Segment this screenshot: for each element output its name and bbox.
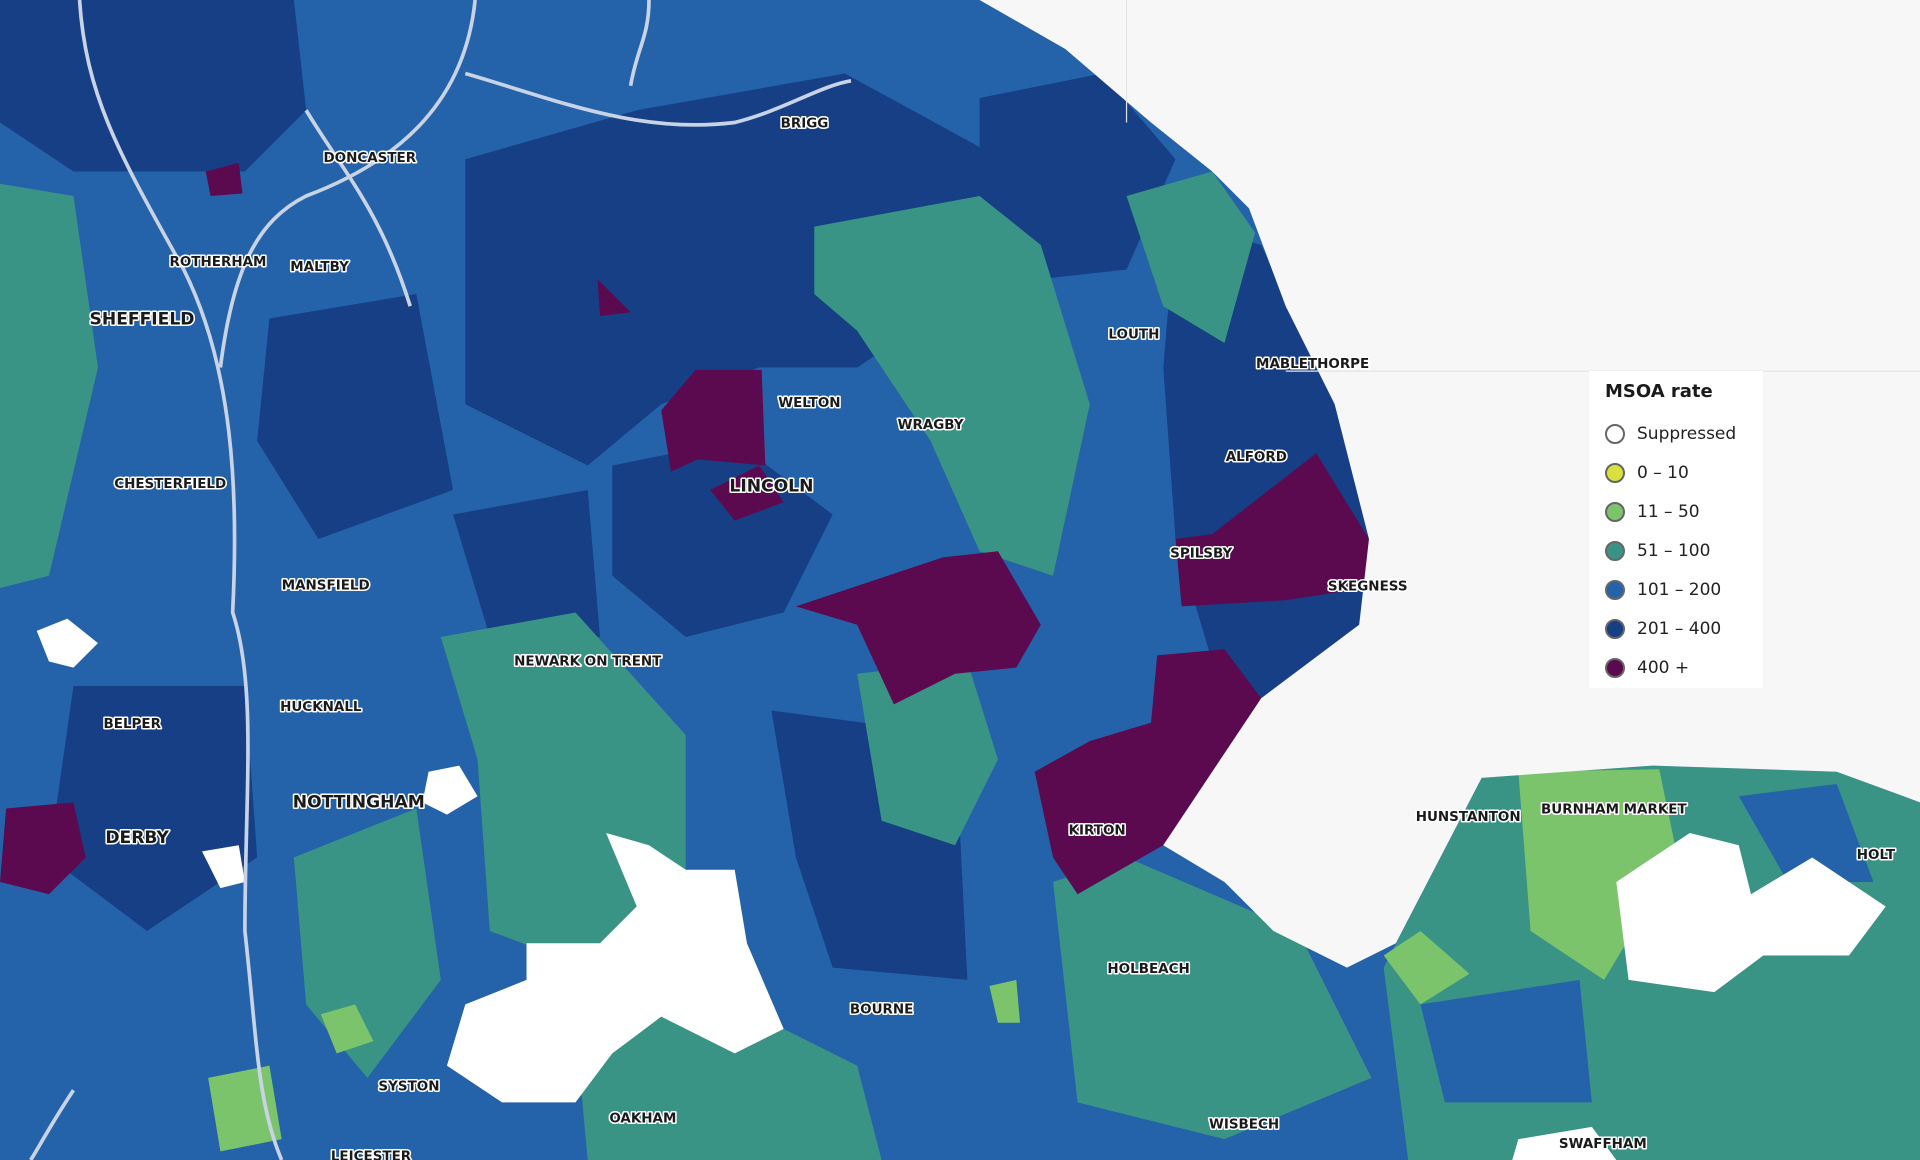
place-label: DONCASTER [323,150,416,166]
region [612,440,833,637]
place-label: MANSFIELD [282,578,370,594]
region [795,551,1041,705]
region [979,73,1176,282]
region [710,465,784,521]
region [208,1065,282,1152]
legend-swatch [1605,657,1625,678]
region [1738,783,1874,882]
place-label: SKEGNESS [1328,579,1408,595]
legend-swatch [1605,462,1625,483]
region [1420,979,1592,1103]
place-label: OAKHAM [609,1110,676,1126]
roads [29,0,852,1160]
place-label: SPILSBY [1170,546,1232,562]
place-label: NOTTINGHAM [293,792,425,812]
legend-title: MSOA rate [1605,381,1713,402]
region [465,73,1005,466]
place-label: HUNSTANTON [1416,809,1521,825]
place-label: HOLT [1857,847,1896,863]
place-label: BRIGG [781,116,829,132]
region [814,195,1090,576]
place-label: SYSTON [378,1079,439,1095]
region [257,293,454,539]
region [857,661,998,846]
region [1053,857,1372,1140]
region [320,1004,374,1054]
region [440,612,686,968]
place-label: HUCKNALL [280,699,362,715]
place-label: DERBY [105,828,169,848]
legend-swatch [1605,579,1625,600]
region [661,369,766,472]
legend: MSOA rate Suppressed 0 – 10 11 – 50 51 – 10… [1589,371,1763,688]
legend-label: 0 – 10 [1637,462,1689,483]
place-label: BOURNE [850,1001,913,1017]
place-label: BURNHAM MARKET [1541,802,1687,818]
legend-swatch [1605,618,1625,639]
region [0,0,307,172]
legend-label: Suppressed [1637,423,1737,444]
legend-item: 0 – 10 [1605,453,1763,492]
place-label: SWAFFHAM [1559,1136,1647,1152]
region [575,1004,882,1160]
legend-item: 51 – 100 [1605,531,1763,570]
legend-label: 11 – 50 [1637,501,1700,522]
place-label: CHESTERFIELD [114,476,226,492]
legend-label: 400 + [1637,657,1690,678]
legend-items: Suppressed 0 – 10 11 – 50 51 – 100 101 – 200… [1605,414,1763,687]
suppressed-area [1616,832,1886,993]
place-labels: BRIGG DONCASTER ROTHERHAM MALTBY SHEFFIE… [88,114,1897,1160]
legend-item: Suppressed [1605,414,1763,453]
region [1126,171,1256,343]
region [48,685,258,931]
region [989,979,1020,1023]
legend-swatch [1605,423,1625,444]
place-label: NEWARK ON TRENT [514,653,662,669]
legend-item: 400 + [1605,648,1763,687]
legend-label: 101 – 200 [1637,579,1722,600]
region [1518,769,1678,980]
place-label: SHEFFIELD [90,310,195,330]
suppressed-area [422,765,478,815]
suppressed-area [1512,1126,1617,1160]
place-label: LEICESTER [331,1148,412,1160]
suppressed-area [446,832,784,1103]
place-label: WISBECH [1209,1116,1279,1132]
legend-item: 201 – 400 [1605,609,1763,648]
region [1383,930,1470,1005]
region [0,802,86,895]
region [597,279,631,317]
legend-item: 101 – 200 [1605,570,1763,609]
region [0,183,98,588]
legend-swatch [1605,540,1625,561]
place-label: MALTBY [290,259,349,275]
region [1175,453,1369,607]
place-label: WELTON [778,395,840,411]
place-label: ROTHERHAM [169,254,266,270]
place-label: HOLBEACH [1107,961,1189,977]
place-label: LOUTH [1108,326,1159,342]
region [1034,649,1262,895]
suppressed-area [202,845,245,889]
place-label: ALFORD [1226,449,1287,465]
sea [979,0,1920,968]
legend-label: 51 – 100 [1637,540,1711,561]
place-label: WRAGBY [898,417,964,433]
suppressed-area [36,618,98,668]
place-label: MABLETHORPE [1256,356,1369,372]
place-label: KIRTON [1069,822,1126,838]
place-label: LINCOLN [729,476,813,496]
region [453,489,600,637]
legend-item: 11 – 50 [1605,492,1763,531]
legend-label: 201 – 400 [1637,618,1722,639]
place-label: BELPER [103,716,161,732]
region [205,162,243,196]
region [293,808,441,1078]
legend-swatch [1605,501,1625,522]
